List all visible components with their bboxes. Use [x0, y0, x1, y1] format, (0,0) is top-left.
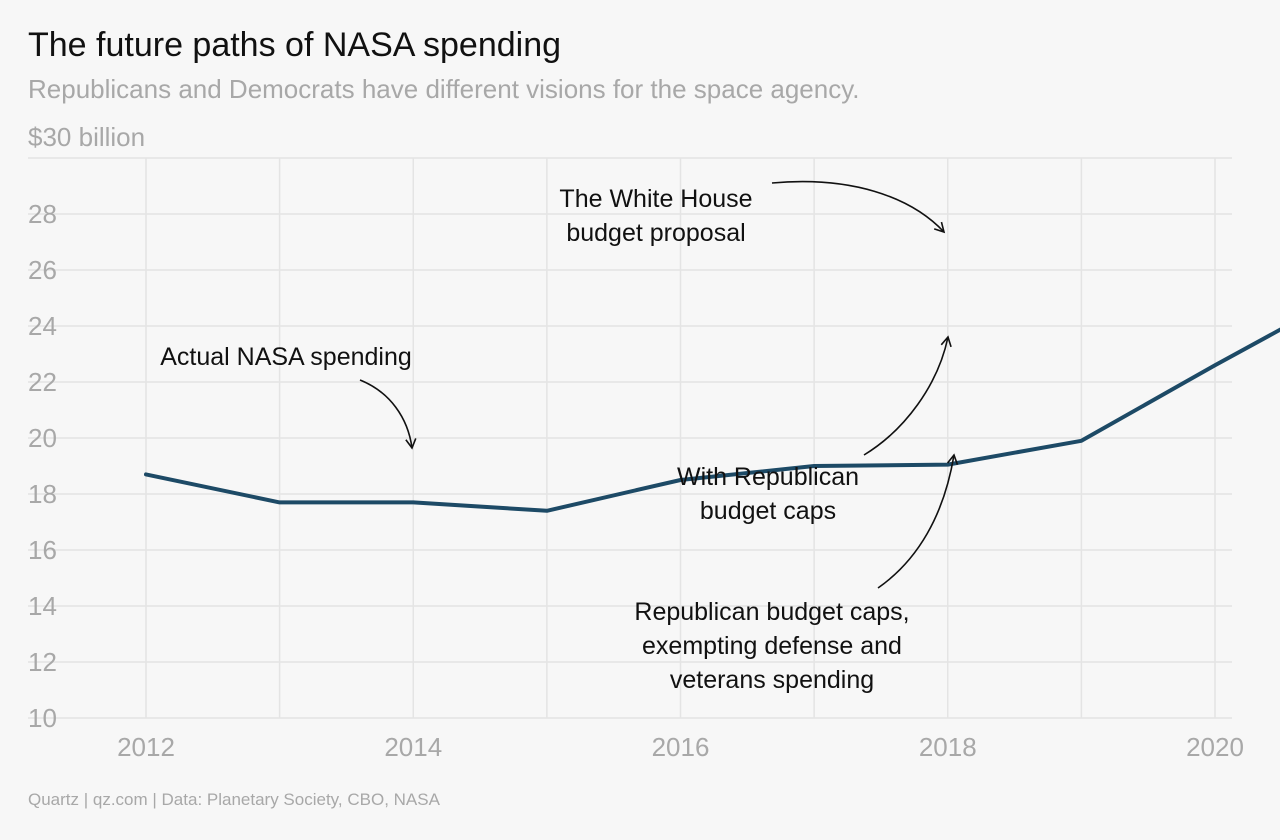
arrow-republican-caps — [863, 335, 952, 456]
y-tick-label: 10 — [28, 703, 57, 733]
y-tick-label: 28 — [28, 199, 57, 229]
annotation-actual: Actual NASA spending — [160, 343, 412, 371]
arrow-actual-spending — [359, 379, 417, 450]
annotations: The White House budget proposal Actual NAS… — [160, 185, 909, 694]
y-tick-label: 20 — [28, 423, 57, 453]
y-tick-label: 22 — [28, 367, 57, 397]
x-axis-ticks: 201220142016201820202022202420262028 — [117, 732, 1244, 762]
annotation-republican-exempt: exempting defense and — [642, 632, 902, 660]
x-tick-label: 2018 — [919, 732, 977, 762]
y-axis-top-label: $30 billion — [28, 122, 146, 152]
y-tick-label: 26 — [28, 255, 57, 285]
y-tick-label: 12 — [28, 647, 57, 677]
y-axis-ticks: 28 26 24 22 20 18 16 14 12 10 — [28, 199, 57, 733]
annotation-white-house: budget proposal — [566, 219, 745, 247]
annotation-white-house: The White House — [559, 185, 752, 213]
y-tick-label: 14 — [28, 591, 57, 621]
chart-title: The future paths of NASA spending — [28, 26, 562, 64]
annotation-republican-exempt: Republican budget caps, — [634, 598, 909, 626]
x-tick-label: 2020 — [1186, 732, 1244, 762]
y-tick-label: 16 — [28, 535, 57, 565]
arrow-white-house — [771, 180, 946, 234]
annotation-republican-caps: With Republican — [677, 463, 859, 491]
x-tick-label: 2014 — [384, 732, 442, 762]
y-tick-label: 18 — [28, 479, 57, 509]
source-footer: Quartz | qz.com | Data: Planetary Societ… — [28, 790, 440, 809]
chart-subtitle: Republicans and Democrats have different… — [28, 74, 860, 104]
arrow-republican-exempt — [877, 453, 959, 589]
x-tick-label: 2016 — [652, 732, 710, 762]
annotation-republican-exempt: veterans spending — [670, 666, 874, 694]
line-actual-spending — [144, 327, 1280, 513]
x-tick-label: 2012 — [117, 732, 175, 762]
y-tick-label: 24 — [28, 311, 57, 341]
annotation-republican-caps: budget caps — [700, 497, 836, 525]
gridlines — [28, 157, 1232, 719]
series-lines — [144, 327, 1280, 513]
